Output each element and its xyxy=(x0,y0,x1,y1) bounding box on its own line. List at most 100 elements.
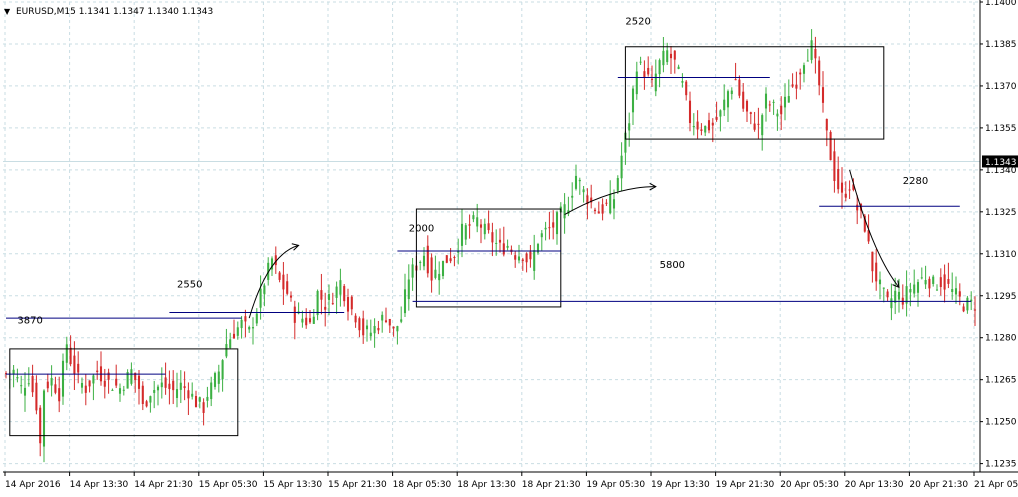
candle-body xyxy=(852,184,855,190)
candle-body xyxy=(453,257,456,259)
candle-body xyxy=(749,112,752,114)
y-tick-label: 1.1250 xyxy=(985,418,1017,428)
candle-body xyxy=(840,182,844,193)
candle-body xyxy=(69,347,72,365)
candle-body xyxy=(115,378,118,386)
candle-body xyxy=(688,100,692,124)
candle-body xyxy=(514,255,517,260)
candle-body xyxy=(563,204,566,219)
candle-body xyxy=(582,189,585,193)
candle-body xyxy=(768,104,771,106)
candle-body xyxy=(692,125,695,128)
candle-body xyxy=(172,380,175,391)
candle-body xyxy=(308,318,312,323)
candle-body xyxy=(392,326,395,329)
candle-body xyxy=(555,212,559,235)
candle-body xyxy=(491,232,494,243)
candle-body xyxy=(954,288,958,295)
candle-body xyxy=(232,333,236,339)
candle-body xyxy=(734,79,737,81)
candle-body xyxy=(107,372,110,380)
candle-body xyxy=(601,204,604,214)
y-tick-label: 1.1235 xyxy=(985,460,1017,470)
candle-body xyxy=(464,225,467,240)
candle-body xyxy=(814,48,817,59)
candle-body xyxy=(742,91,745,109)
chart-header-arrow[interactable]: ▼ xyxy=(4,7,11,16)
candle-body xyxy=(354,315,357,323)
y-tick-label: 1.1370 xyxy=(985,82,1017,92)
candle-body xyxy=(905,286,908,304)
candle-body xyxy=(468,224,471,226)
candle-body xyxy=(802,65,806,74)
candle-body xyxy=(753,123,756,130)
candle-body xyxy=(681,81,684,83)
candle-body xyxy=(525,253,528,263)
candle-body xyxy=(31,376,34,393)
candle-body xyxy=(259,288,262,308)
candle-body xyxy=(407,279,410,300)
candle-body xyxy=(221,360,224,380)
candle-body xyxy=(726,91,730,108)
candle-body xyxy=(160,382,163,388)
candle-body xyxy=(833,151,836,181)
candle-body xyxy=(103,380,106,387)
candle-body xyxy=(191,393,194,397)
candle-body xyxy=(145,401,148,407)
candle-body xyxy=(335,286,338,298)
candle-body xyxy=(46,381,49,389)
candle-body xyxy=(544,227,547,230)
candle-body xyxy=(757,123,760,125)
candle-body xyxy=(783,96,787,108)
candle-body xyxy=(658,60,661,75)
candle-body xyxy=(236,327,239,336)
candle-body xyxy=(88,380,91,387)
candle-body xyxy=(844,193,847,198)
candle-body xyxy=(597,211,600,214)
candle-body xyxy=(350,296,353,310)
trend-arrow xyxy=(564,186,656,216)
candle-body xyxy=(12,369,15,375)
candle-body xyxy=(289,295,293,298)
candle-body xyxy=(818,60,821,86)
candle-body xyxy=(939,277,942,288)
x-tick-label: 14 Apr 21:30 xyxy=(134,480,193,490)
candle-body xyxy=(460,223,464,246)
candle-body xyxy=(210,382,213,400)
y-tick-label: 1.1355 xyxy=(985,124,1017,134)
candle-body xyxy=(373,325,376,334)
x-tick-label: 20 Apr 21:30 xyxy=(909,480,968,490)
candle-body xyxy=(909,288,912,293)
candle-body xyxy=(312,316,315,324)
candle-body xyxy=(183,386,186,389)
candle-body xyxy=(251,327,255,329)
candle-body xyxy=(403,289,407,314)
candle-body xyxy=(913,284,916,294)
x-tick-label: 15 Apr 13:30 xyxy=(263,480,322,490)
candle-body xyxy=(141,385,144,405)
candle-body xyxy=(346,297,350,312)
current-price-label: 1.1343 xyxy=(985,158,1017,168)
candle-body xyxy=(438,273,441,281)
x-tick-label: 19 Apr 21:30 xyxy=(716,480,775,490)
candle-body xyxy=(293,306,296,323)
candle-body xyxy=(449,258,452,262)
candle-body xyxy=(856,204,859,211)
candle-body xyxy=(890,298,893,309)
candle-body xyxy=(61,360,65,397)
candle-body xyxy=(362,318,365,336)
candle-body xyxy=(134,372,137,381)
candle-body xyxy=(605,202,608,204)
candle-body xyxy=(282,274,285,290)
candle-body xyxy=(198,397,201,402)
candle-body xyxy=(685,81,688,96)
candle-body xyxy=(745,100,749,112)
x-tick-label: 20 Apr 05:30 xyxy=(780,480,839,490)
candle-body xyxy=(548,227,551,229)
candle-body xyxy=(384,320,388,322)
trend-arrow xyxy=(849,169,900,288)
candle-body xyxy=(92,375,95,384)
candle-body xyxy=(381,314,384,321)
candle-body xyxy=(255,313,258,324)
